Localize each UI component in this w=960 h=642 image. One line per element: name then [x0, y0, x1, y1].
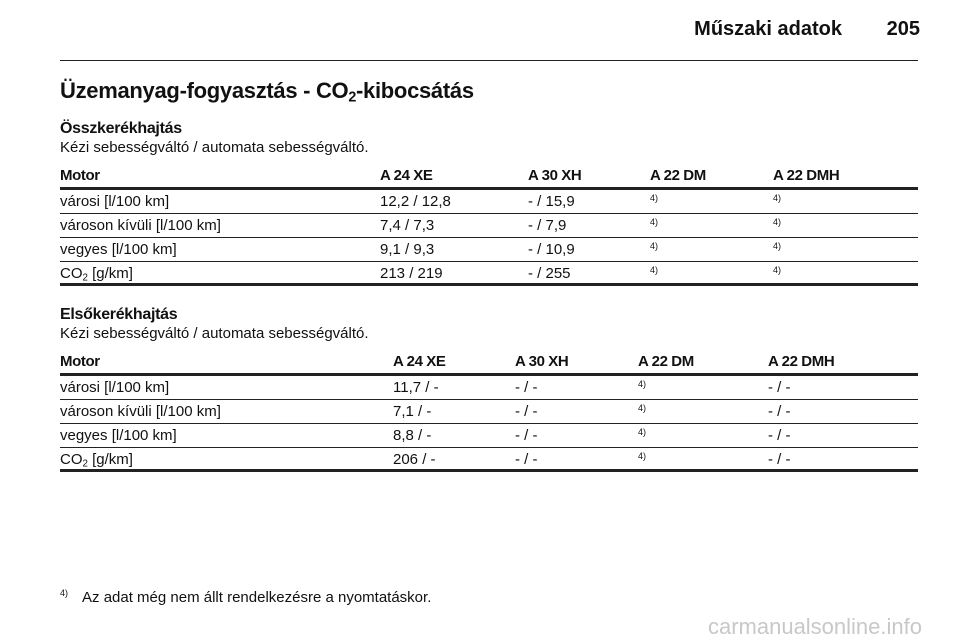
table-header: Motor A 24 XE A 30 XH A 22 DM A 22 DMH	[60, 164, 918, 190]
cell-text: [g/km]	[87, 265, 133, 282]
column-header: A 22 DMH	[773, 167, 840, 184]
cell: városi [l/100 km]	[60, 379, 170, 396]
footnote-ref: 4)	[638, 427, 647, 437]
table-row: CO2 [g/km] 213 / 219- / 255 4) 4)	[60, 262, 918, 286]
column-header: A 30 XH	[528, 167, 582, 184]
section-subtitle: Kézi sebességváltó / automata sebességvá…	[60, 139, 369, 156]
cell: 4)	[650, 265, 773, 283]
cell: 7,4 / 7,3	[380, 217, 435, 234]
table-row: városon kívüli [l/100 km] 7,1 / - - / - 4) -…	[60, 400, 918, 424]
cell: városon kívüli [l/100 km]	[60, 403, 221, 420]
footnote-ref: 4)	[650, 265, 659, 275]
watermark: carmanualsonline.info	[707, 614, 922, 639]
cell: 4)	[650, 217, 773, 235]
cell-text: CO	[60, 265, 83, 282]
footnote-mark: 4)	[60, 588, 69, 598]
cell: vegyes [l/100 km]	[60, 241, 177, 258]
cell: - / 10,9	[528, 241, 575, 258]
cell-text: [g/km]	[87, 451, 133, 468]
footnote-ref: 4)	[638, 451, 647, 461]
cell: - / -	[768, 403, 791, 420]
cell: - / -	[515, 451, 538, 468]
table-row: városi [l/100 km] 12,2 / 12,8 - / 15,9 4) 4)	[60, 190, 918, 214]
cell: - / 7,9	[528, 217, 567, 234]
page-number: 205	[886, 18, 920, 40]
table-row: városon kívüli [l/100 km] 7,4 / 7,3 - / 7,…	[60, 214, 918, 238]
section-title: Elsőkerékhajtás	[60, 306, 178, 323]
table-row: városi [l/100 km] 11,7 / - - / - 4) - / -	[60, 376, 918, 400]
table-header: Motor A 24 XE A 30 XH A 22 DM A 22 DMH	[60, 350, 918, 376]
header-title: Műszaki adatok	[694, 18, 842, 40]
footnote-ref: 4)	[773, 265, 782, 275]
heading-text: -kibocsátás	[356, 78, 474, 103]
header-rule	[60, 60, 918, 61]
cell-sub: 2	[82, 458, 88, 470]
cell: 4)	[638, 451, 768, 469]
cell: 4)	[638, 403, 768, 421]
cell: - / -	[768, 427, 791, 444]
cell: 206 / -	[393, 451, 436, 468]
cell: 11,7 / -	[393, 379, 439, 396]
table-row: vegyes [l/100 km] 8,8 / - - / - 4) - / -	[60, 424, 918, 448]
column-header: A 22 DMH	[768, 353, 835, 370]
cell: - / -	[515, 379, 538, 396]
column-header: A 22 DM	[638, 353, 694, 370]
cell-text: CO	[60, 451, 83, 468]
cell: 4)	[773, 193, 918, 211]
section: Összkerékhajtás Kézi sebességváltó / auto…	[60, 120, 918, 286]
footnote-ref: 4)	[638, 379, 647, 389]
heading-text: Üzemanyag-fogyasztás - CO	[60, 78, 349, 103]
cell: 4)	[773, 265, 918, 283]
footnote-ref: 4)	[650, 241, 659, 251]
footnote-ref: 4)	[650, 217, 659, 227]
heading: Üzemanyag-fogyasztás - CO2-kibocsátás	[60, 78, 474, 106]
footnote: 4) Az adat még nem állt rendelkezésre a n…	[60, 588, 431, 606]
column-header: Motor	[60, 167, 100, 184]
footnote-ref: 4)	[773, 193, 782, 203]
cell: 4)	[638, 379, 768, 397]
section-subtitle: Kézi sebességváltó / automata sebességvá…	[60, 325, 369, 342]
footnote-ref: 4)	[773, 241, 782, 251]
cell: - / -	[768, 379, 791, 396]
footnote-ref: 4)	[650, 193, 659, 203]
cell-sub: 2	[82, 272, 88, 284]
column-header: A 22 DM	[650, 167, 706, 184]
cell: 7,1 / -	[393, 403, 432, 420]
cell: városon kívüli [l/100 km]	[60, 217, 221, 234]
footnote-ref: 4)	[638, 403, 647, 413]
section-title: Összkerékhajtás	[60, 120, 182, 137]
cell: - / -	[768, 451, 791, 468]
cell: 4)	[638, 427, 768, 445]
footnote-text: Az adat még nem állt rendelkezésre a nyo…	[82, 589, 432, 606]
cell: 213 / 219	[380, 265, 443, 282]
cell: - / -	[515, 427, 538, 444]
table-row: vegyes [l/100 km] 9,1 / 9,3 - / 10,9 4) 4)	[60, 238, 918, 262]
column-header: A 24 XE	[380, 167, 433, 184]
column-header: A 24 XE	[393, 353, 446, 370]
cell: városi [l/100 km]	[60, 193, 170, 210]
cell: 4)	[650, 193, 773, 211]
cell: 12,2 / 12,8	[380, 193, 451, 210]
cell: 8,8 / -	[393, 427, 432, 444]
cell: - / 255	[528, 265, 571, 282]
column-header: A 30 XH	[515, 353, 569, 370]
cell: - / -	[515, 403, 538, 420]
heading-sub: 2	[348, 89, 357, 106]
cell: 9,1 / 9,3	[380, 241, 435, 258]
cell: 4)	[650, 241, 773, 259]
column-header: Motor	[60, 353, 100, 370]
cell: CO2 [g/km]	[60, 451, 393, 469]
cell: CO2 [g/km]	[60, 265, 380, 283]
section: Elsőkerékhajtás Kézi sebességváltó / auto…	[60, 306, 918, 472]
table-row: CO2 [g/km] 206 / -- / -4) - / -	[60, 448, 918, 472]
cell: 4)	[773, 217, 918, 235]
cell: vegyes [l/100 km]	[60, 427, 177, 444]
cell: 4)	[773, 241, 918, 259]
cell: - / 15,9	[528, 193, 575, 210]
footnote-ref: 4)	[773, 217, 782, 227]
